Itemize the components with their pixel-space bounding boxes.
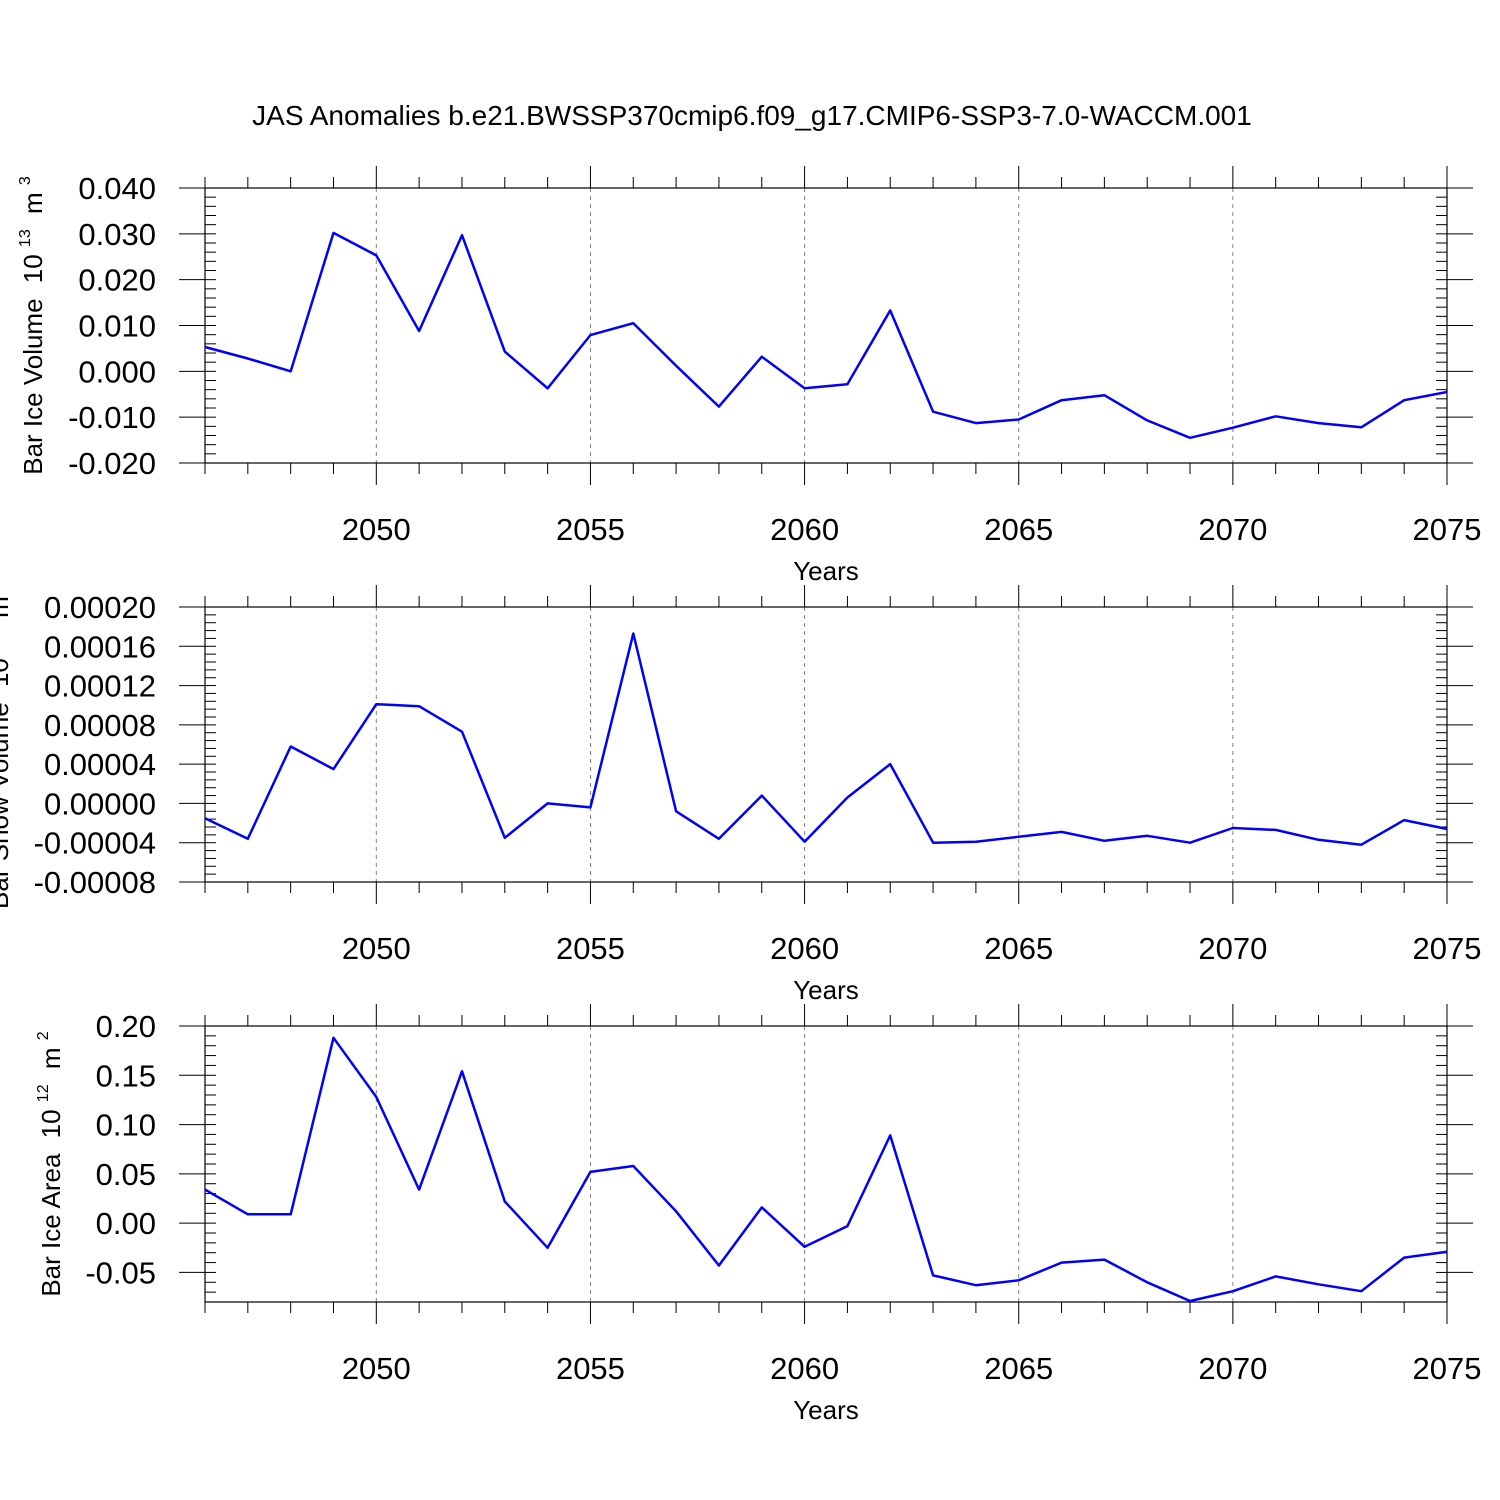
x-tick-label: 2065 — [984, 512, 1053, 547]
y-axis-label-unit-exp: 2 — [35, 1031, 52, 1040]
y-axis-label-name: Bar Ice Area — [36, 1153, 66, 1297]
x-tick-labels: 2050 2055 2060 2065 2070 2075 — [342, 931, 1482, 966]
x-tick-label: 2070 — [1198, 931, 1267, 966]
y-axis-label: Bar Snow Volume 10 13 m 3 — [0, 580, 14, 909]
x-axis-label: Years — [793, 556, 859, 586]
grid-lines — [375, 188, 1234, 463]
y-tick-label: 0.00012 — [44, 669, 156, 704]
y-axis-label: Bar Ice Area 10 12 m 2 — [24, 1031, 66, 1296]
x-tick-label: 2060 — [770, 1351, 839, 1386]
y-tick-label: 0.00000 — [44, 786, 156, 821]
series-line-ice-volume — [204, 231, 1448, 440]
x-tick-label: 2070 — [1198, 1351, 1267, 1386]
panel-snow-volume: -0.00008 -0.00004 0.00000 0.00004 0.00008 0.0… — [0, 580, 1482, 1005]
y-tick-labels: -0.00008 -0.00004 0.00000 0.00004 0.00008 0.0… — [34, 590, 156, 900]
y-tick-label: 0.00016 — [44, 629, 156, 664]
panel-ice-area: -0.050.000.050.100.150.20 2050 2055 2060 20… — [24, 1004, 1482, 1425]
x-axis-label: Years — [793, 975, 859, 1005]
series-line-snow-volume — [204, 632, 1448, 846]
y-axis-label-base: 10 — [0, 658, 14, 687]
figure-title: JAS Anomalies b.e21.BWSSP370cmip6.f09_g1… — [252, 100, 1252, 131]
axis-ticks — [179, 166, 1473, 485]
x-tick-label: 2060 — [770, 512, 839, 547]
y-axis-label-unit-exp: 3 — [17, 176, 34, 185]
axis-ticks — [179, 1004, 1473, 1324]
x-tick-label: 2075 — [1413, 512, 1482, 547]
y-axis-label-name: Bar Snow Volume — [0, 702, 14, 909]
x-tick-label: 2075 — [1413, 931, 1482, 966]
x-tick-labels: 2050 2055 2060 2065 2070 2075 — [342, 512, 1482, 547]
x-tick-label: 2050 — [342, 512, 411, 547]
y-axis-label-unit: m — [18, 192, 48, 214]
y-axis-label: Bar Ice Volume 10 13 m 3 — [6, 176, 48, 475]
y-axis-label-base: 10 — [18, 254, 48, 283]
y-tick-label: 0.020 — [78, 263, 156, 298]
y-tick-label: 0.20 — [96, 1009, 156, 1044]
y-tick-label: 0.040 — [78, 171, 156, 206]
y-axis-label-unit: m — [0, 596, 14, 618]
x-tick-label: 2055 — [556, 1351, 625, 1386]
x-tick-label: 2065 — [984, 1351, 1053, 1386]
plot-frame — [204, 1025, 1448, 1303]
y-tick-label: 0.00008 — [44, 708, 156, 743]
x-tick-label: 2055 — [556, 931, 625, 966]
y-tick-label: 0.15 — [96, 1058, 156, 1093]
x-tick-label: 2050 — [342, 1351, 411, 1386]
y-tick-label: 0.00004 — [44, 747, 156, 782]
y-tick-label: 0.030 — [78, 217, 156, 252]
grid-lines — [375, 1026, 1234, 1302]
plot-frame — [204, 187, 1448, 464]
x-tick-labels: 2050 2055 2060 2065 2070 2075 — [342, 1351, 1482, 1386]
grid-lines — [375, 607, 1234, 882]
y-tick-label: 0.010 — [78, 309, 156, 344]
plot-frame — [204, 606, 1448, 883]
panel-ice-volume: -0.020 -0.010 0.000 0.010 0.020 0.030 0.040 20… — [6, 166, 1482, 586]
x-tick-label: 2055 — [556, 512, 625, 547]
x-tick-label: 2065 — [984, 931, 1053, 966]
y-axis-label-unit: m — [36, 1047, 66, 1069]
y-tick-labels: -0.020 -0.010 0.000 0.010 0.020 0.030 0.040 — [68, 171, 156, 481]
y-tick-label: -0.05 — [85, 1255, 156, 1290]
y-tick-label: 0.10 — [96, 1108, 156, 1143]
x-tick-label: 2060 — [770, 931, 839, 966]
x-tick-label: 2075 — [1413, 1351, 1482, 1386]
series-line-ice-area — [204, 1036, 1448, 1303]
y-axis-label-exp: 13 — [17, 229, 34, 247]
x-tick-label: 2050 — [342, 931, 411, 966]
y-tick-label: 0.05 — [96, 1157, 156, 1192]
y-tick-label: -0.00008 — [34, 865, 156, 900]
y-tick-labels: -0.05 0.00 0.05 0.10 0.15 0.20 — [85, 1009, 156, 1290]
x-tick-label: 2070 — [1198, 512, 1267, 547]
y-tick-label: 0.000 — [78, 354, 156, 389]
y-tick-label: -0.00004 — [34, 826, 156, 861]
y-tick-label: -0.010 — [68, 400, 156, 435]
y-axis-label-base: 10 — [36, 1109, 66, 1138]
x-axis-label: Years — [793, 1395, 859, 1425]
y-tick-label: -0.020 — [68, 446, 156, 481]
axis-ticks — [179, 585, 1473, 904]
y-tick-label: 0.00020 — [44, 590, 156, 625]
y-tick-label: 0.00 — [96, 1206, 156, 1241]
y-axis-label-name: Bar Ice Volume — [18, 298, 48, 474]
y-axis-label-exp: 12 — [35, 1084, 52, 1102]
